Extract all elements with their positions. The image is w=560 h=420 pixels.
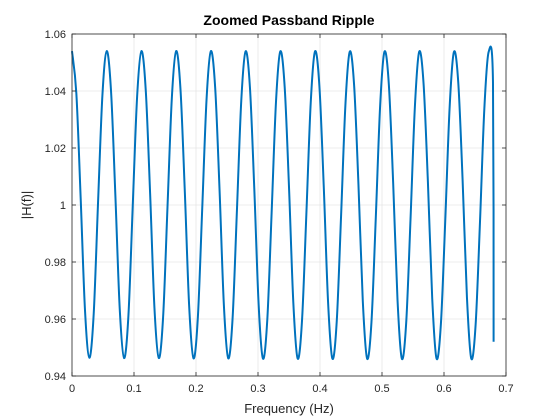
- y-tick-label: 0.94: [45, 371, 66, 383]
- x-tick-label: 0.1: [126, 383, 141, 395]
- x-tick-label: 0.3: [250, 383, 265, 395]
- tick-marks: [71, 33, 507, 377]
- x-tick-labels: 0 0.1 0.2 0.3 0.4 0.5 0.6 0.7: [69, 383, 514, 395]
- x-tick-label: 0.5: [374, 383, 389, 395]
- series-line: [71, 45, 495, 361]
- y-tick-label: 0.98: [45, 257, 66, 269]
- series-group: [71, 45, 495, 361]
- x-tick-label: 0.4: [312, 383, 327, 395]
- y-tick-label: 1.04: [45, 86, 66, 98]
- y-tick-label: 1.06: [45, 29, 66, 41]
- y-axis-label: |H(f)|: [19, 191, 34, 219]
- x-tick-label: 0.6: [436, 383, 451, 395]
- y-tick-labels: 0.94 0.96 0.98 1 1.02 1.04 1.06: [45, 29, 66, 383]
- y-tick-label: 1.02: [45, 143, 66, 155]
- x-tick-label: 0.7: [498, 383, 513, 395]
- y-tick-label: 1: [60, 200, 66, 212]
- x-tick-label: 0.2: [188, 383, 203, 395]
- x-axis-label: Frequency (Hz): [244, 401, 334, 416]
- x-tick-label: 0: [69, 383, 75, 395]
- chart-title: Zoomed Passband Ripple: [203, 12, 374, 28]
- y-tick-label: 0.96: [45, 314, 66, 326]
